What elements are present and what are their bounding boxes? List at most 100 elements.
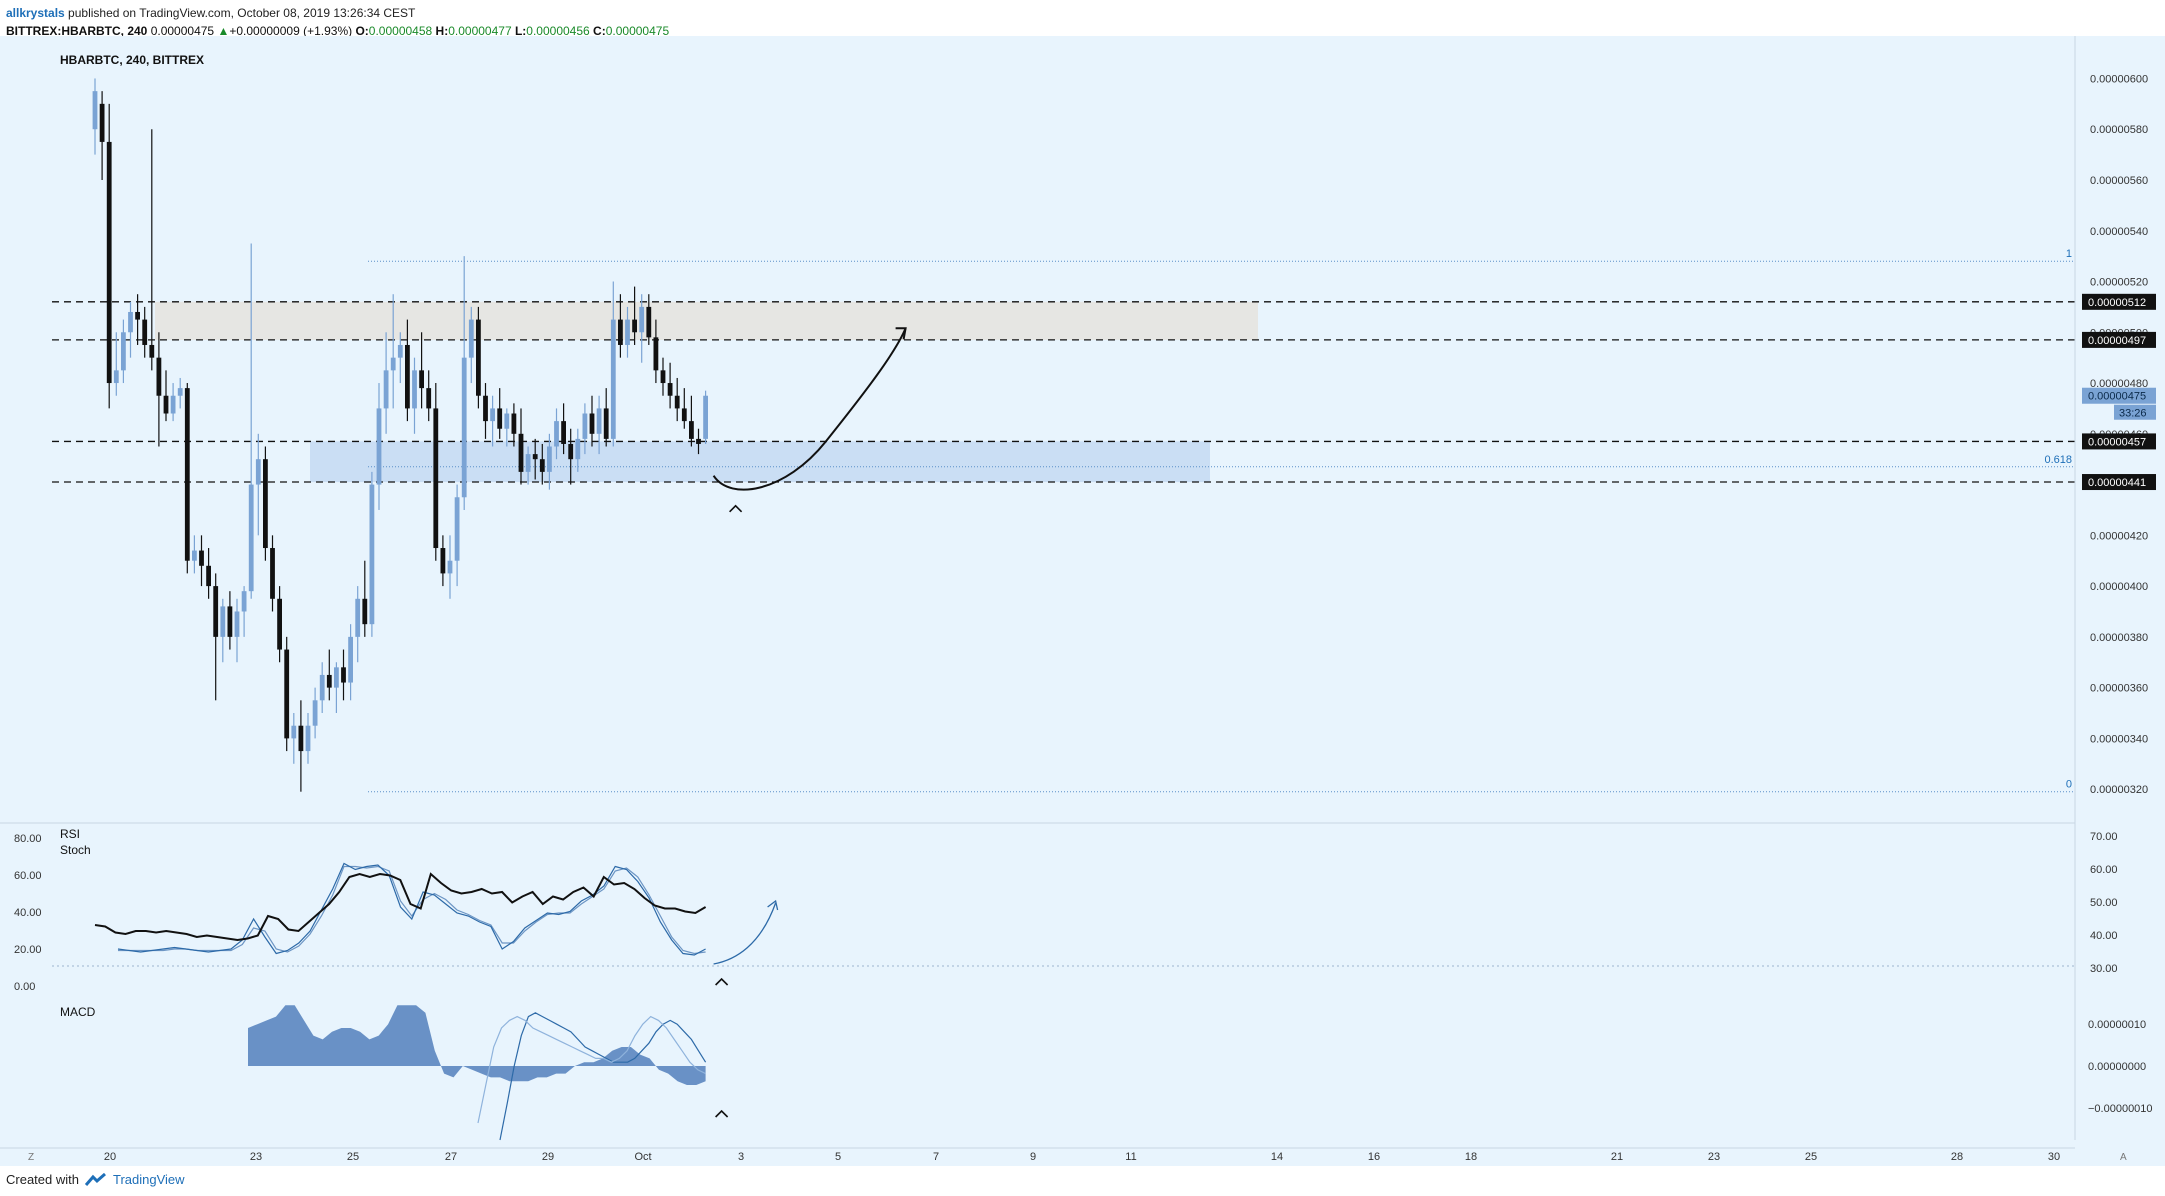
candle-body xyxy=(170,395,176,414)
candle-body xyxy=(667,383,673,396)
close-value: 0.00000475 xyxy=(605,24,670,38)
candle-body xyxy=(383,370,389,409)
caret-marker-2 xyxy=(715,1109,729,1118)
auto-scale-icon: A xyxy=(2120,1152,2127,1163)
osc-left-tick: 40.00 xyxy=(14,907,42,919)
low-value: 0.00000456 xyxy=(526,24,590,38)
candle-body xyxy=(660,370,666,384)
candle-body xyxy=(539,459,545,472)
candle-body xyxy=(192,550,197,561)
candle-body xyxy=(547,446,552,472)
countdown-label: 33:26 xyxy=(2119,408,2147,420)
candle-body xyxy=(518,433,524,472)
fib-label-0: 0 xyxy=(2066,779,2072,791)
osc-left-tick: 60.00 xyxy=(14,870,42,882)
candle-body xyxy=(376,408,382,485)
price-axis[interactable]: 0.00000600 0.00000580 0.00000560 0.00000540… xyxy=(2074,36,2156,1140)
time-tick-label: 25 xyxy=(347,1151,359,1163)
time-tick-label: 18 xyxy=(1465,1151,1477,1163)
zones-layer xyxy=(155,301,1258,483)
author-link[interactable]: allkrystals xyxy=(6,6,65,20)
chart-header: allkrystals published on TradingView.com… xyxy=(6,4,669,40)
candle-body xyxy=(113,370,119,384)
support-zone xyxy=(310,441,1210,483)
candle-body xyxy=(298,725,304,752)
rsi-line xyxy=(94,872,707,942)
candle-body xyxy=(92,91,98,130)
candle-body xyxy=(525,454,531,472)
chart-title: HBARBTC, 240, BITTREX xyxy=(60,53,204,67)
time-axis[interactable]: 20 23 25 27 29 Oct 3 5 7 9 11 14 16 18 21 23 25 28 30 Z A xyxy=(0,1147,2127,1163)
candle-body xyxy=(703,395,708,439)
candle-body xyxy=(440,548,446,574)
candle-body xyxy=(390,357,396,371)
price-tick-label: 0.00000480 xyxy=(2090,378,2148,390)
candle-body xyxy=(99,103,105,142)
time-tick-label: 21 xyxy=(1611,1151,1623,1163)
price-label-text: 0.00000497 xyxy=(2088,335,2146,347)
candle-body xyxy=(646,306,652,338)
osc-left-tick: 20.00 xyxy=(14,944,42,956)
candle-body xyxy=(582,413,588,439)
macd-signal-line xyxy=(499,1012,707,1141)
fibonacci-layer: 1 0.618 0 xyxy=(368,248,2075,793)
candle-body xyxy=(326,674,332,688)
candle-body xyxy=(149,344,155,358)
candle-body xyxy=(689,421,694,439)
candle-body xyxy=(220,606,226,637)
publish-info: published on TradingView.com, October 08… xyxy=(64,6,416,20)
created-label: Created with xyxy=(6,1172,79,1187)
price-label-box xyxy=(2082,331,2156,348)
high-value: 0.00000477 xyxy=(448,24,512,38)
chart-background xyxy=(0,36,2165,1166)
time-tick-label: Oct xyxy=(634,1151,651,1163)
candle-body xyxy=(270,548,275,599)
fib-label-1: 1 xyxy=(2066,248,2072,260)
candle-body xyxy=(213,586,219,637)
candle-body xyxy=(419,370,424,389)
candle-body xyxy=(639,306,645,333)
time-tick-label: 30 xyxy=(2048,1151,2060,1163)
price-tick-label: 0.00000580 xyxy=(2090,124,2148,136)
candle-body xyxy=(497,408,503,429)
price-tick-label: 0.00000360 xyxy=(2090,683,2148,695)
price-label-text: 0.00000441 xyxy=(2088,477,2146,489)
brand-link[interactable]: TradingView xyxy=(112,1172,185,1187)
macd-line xyxy=(477,1015,706,1124)
tradingview-logo-icon xyxy=(84,1172,106,1186)
osc-left-tick: 0.00 xyxy=(14,981,35,993)
annotations-layer xyxy=(712,327,907,1118)
candle-body xyxy=(447,560,453,574)
rsi-stoch-pane: RSI Stoch 80.00 60.00 40.00 20.00 0.00 70.00 60.… xyxy=(0,822,2118,993)
rsi-projection-arrow xyxy=(713,902,777,965)
time-tick-label: 16 xyxy=(1368,1151,1380,1163)
candle-body xyxy=(596,408,602,434)
macd-histogram xyxy=(248,1005,706,1085)
candle-body xyxy=(234,611,240,637)
time-tick-label: 9 xyxy=(1030,1151,1036,1163)
macd-tick: 0.00000010 xyxy=(2088,1019,2146,1031)
last-price: 0.00000475 xyxy=(150,24,215,38)
candle-body xyxy=(490,408,495,422)
time-tick-label: 7 xyxy=(933,1151,939,1163)
projection-arrowhead xyxy=(895,327,907,340)
price-label-text: 0.00000475 xyxy=(2088,391,2146,403)
osc-right-tick: 30.00 xyxy=(2090,963,2118,975)
time-tick-label: 11 xyxy=(1125,1151,1136,1163)
candle-body xyxy=(348,636,353,683)
open-label: O: xyxy=(355,24,369,38)
candle-body xyxy=(248,484,254,592)
candle-body xyxy=(341,667,346,683)
price-label-box xyxy=(2082,387,2156,404)
time-tick-label: 5 xyxy=(835,1151,841,1163)
osc-right-tick: 40.00 xyxy=(2090,930,2118,942)
candle-body xyxy=(461,357,467,498)
candle-body xyxy=(433,408,439,549)
candle-body xyxy=(184,388,190,561)
candle-body xyxy=(227,606,233,637)
open-value: 0.00000458 xyxy=(368,24,433,38)
macd-tick: 0.00000000 xyxy=(2088,1061,2146,1073)
high-label: H: xyxy=(435,24,449,38)
candle-body xyxy=(319,674,325,701)
